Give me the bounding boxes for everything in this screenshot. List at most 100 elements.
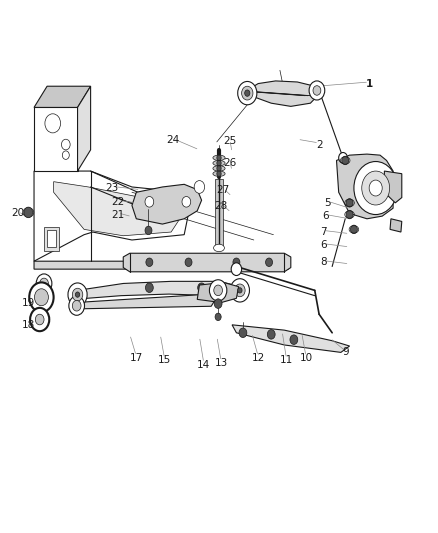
Polygon shape bbox=[123, 253, 291, 272]
Polygon shape bbox=[132, 184, 201, 224]
Circle shape bbox=[238, 82, 257, 105]
Circle shape bbox=[214, 285, 223, 296]
Polygon shape bbox=[197, 282, 239, 303]
Text: 1: 1 bbox=[366, 78, 373, 88]
Circle shape bbox=[35, 314, 44, 325]
Circle shape bbox=[68, 283, 87, 306]
Text: 17: 17 bbox=[130, 353, 143, 362]
Circle shape bbox=[217, 160, 221, 166]
Text: 9: 9 bbox=[342, 348, 349, 358]
Circle shape bbox=[242, 86, 253, 100]
Polygon shape bbox=[34, 261, 289, 269]
Text: 7: 7 bbox=[320, 227, 327, 237]
Text: 12: 12 bbox=[251, 353, 265, 362]
Circle shape bbox=[40, 278, 48, 289]
Circle shape bbox=[265, 258, 272, 266]
Text: 8: 8 bbox=[320, 257, 327, 267]
Circle shape bbox=[215, 313, 221, 320]
Text: 28: 28 bbox=[215, 200, 228, 211]
Text: 18: 18 bbox=[22, 320, 35, 330]
Circle shape bbox=[61, 139, 70, 150]
Circle shape bbox=[209, 280, 227, 301]
Bar bbox=[215, 179, 223, 248]
Text: 15: 15 bbox=[158, 356, 171, 365]
Circle shape bbox=[245, 90, 250, 96]
Circle shape bbox=[145, 226, 152, 235]
Circle shape bbox=[24, 207, 33, 217]
Ellipse shape bbox=[214, 244, 224, 252]
Text: 26: 26 bbox=[223, 158, 237, 168]
Ellipse shape bbox=[213, 160, 225, 166]
Circle shape bbox=[309, 81, 325, 100]
Polygon shape bbox=[78, 86, 91, 171]
Circle shape bbox=[72, 288, 83, 301]
Circle shape bbox=[369, 180, 382, 196]
Polygon shape bbox=[53, 182, 180, 236]
Circle shape bbox=[198, 283, 205, 293]
Polygon shape bbox=[34, 108, 78, 171]
Circle shape bbox=[145, 283, 153, 293]
Polygon shape bbox=[385, 171, 402, 203]
Circle shape bbox=[267, 329, 275, 339]
Ellipse shape bbox=[213, 166, 225, 171]
Polygon shape bbox=[243, 81, 319, 107]
Polygon shape bbox=[390, 219, 402, 232]
Circle shape bbox=[35, 289, 48, 306]
Text: 21: 21 bbox=[111, 209, 125, 220]
Circle shape bbox=[346, 211, 353, 219]
Circle shape bbox=[146, 258, 153, 266]
Circle shape bbox=[217, 171, 221, 176]
Polygon shape bbox=[74, 294, 215, 309]
Text: 13: 13 bbox=[215, 358, 228, 368]
Circle shape bbox=[185, 258, 192, 266]
Circle shape bbox=[145, 197, 154, 207]
Polygon shape bbox=[232, 325, 350, 352]
Circle shape bbox=[346, 199, 353, 207]
Circle shape bbox=[72, 301, 81, 311]
Circle shape bbox=[194, 181, 205, 193]
Polygon shape bbox=[336, 154, 393, 219]
Text: 2: 2 bbox=[316, 140, 322, 150]
Circle shape bbox=[217, 166, 221, 171]
Text: 5: 5 bbox=[325, 198, 331, 208]
Circle shape bbox=[238, 288, 242, 293]
Polygon shape bbox=[34, 171, 188, 261]
Text: 14: 14 bbox=[197, 360, 210, 369]
Bar bbox=[47, 230, 56, 247]
Circle shape bbox=[75, 292, 80, 297]
Circle shape bbox=[350, 225, 357, 233]
Circle shape bbox=[239, 328, 247, 337]
Circle shape bbox=[36, 274, 52, 293]
Text: 6: 6 bbox=[322, 211, 329, 221]
Circle shape bbox=[29, 282, 53, 312]
Text: 25: 25 bbox=[223, 136, 237, 147]
Circle shape bbox=[342, 156, 349, 165]
Circle shape bbox=[214, 299, 222, 309]
Circle shape bbox=[69, 296, 85, 316]
Text: 20: 20 bbox=[11, 208, 25, 219]
Text: 6: 6 bbox=[320, 240, 327, 251]
Circle shape bbox=[233, 258, 240, 266]
Bar bbox=[44, 227, 59, 251]
Text: 22: 22 bbox=[111, 197, 125, 207]
Circle shape bbox=[235, 284, 245, 297]
Polygon shape bbox=[34, 86, 91, 108]
Text: 24: 24 bbox=[167, 135, 180, 146]
Circle shape bbox=[290, 335, 298, 344]
Circle shape bbox=[45, 114, 60, 133]
Ellipse shape bbox=[213, 171, 225, 176]
Circle shape bbox=[230, 279, 250, 302]
Text: 11: 11 bbox=[280, 356, 293, 365]
Circle shape bbox=[354, 161, 397, 215]
Circle shape bbox=[362, 171, 390, 205]
Circle shape bbox=[62, 151, 69, 159]
Text: 23: 23 bbox=[106, 183, 119, 193]
Circle shape bbox=[30, 308, 49, 331]
Circle shape bbox=[182, 197, 191, 207]
Text: 10: 10 bbox=[300, 353, 313, 363]
Circle shape bbox=[313, 86, 321, 95]
Text: 19: 19 bbox=[22, 297, 35, 308]
Circle shape bbox=[339, 152, 347, 163]
Text: 27: 27 bbox=[217, 185, 230, 195]
Ellipse shape bbox=[213, 155, 225, 160]
